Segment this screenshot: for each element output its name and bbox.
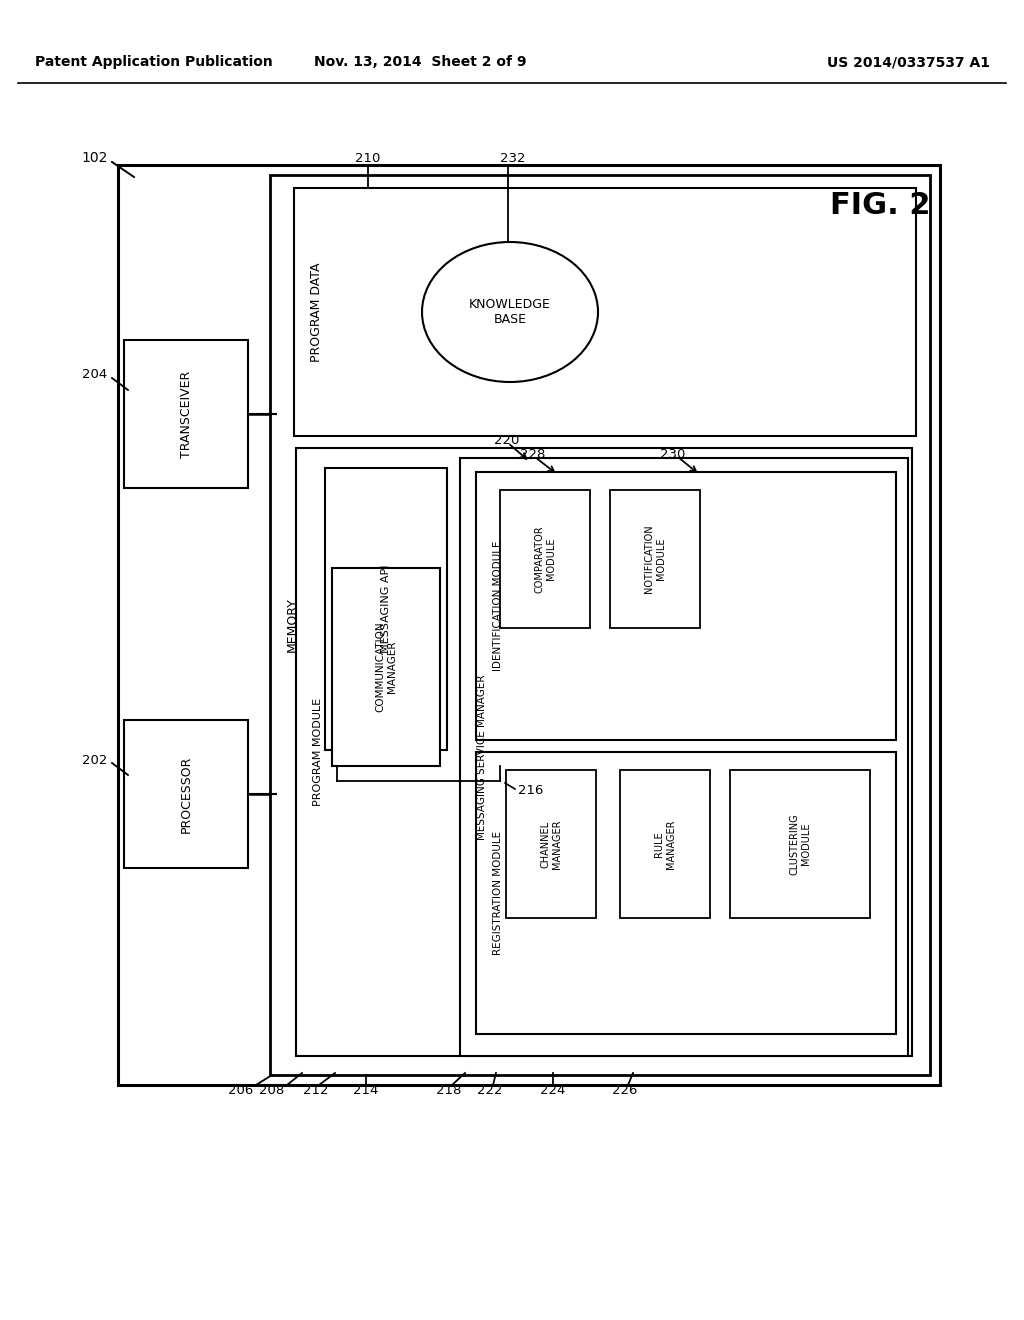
Text: 210: 210 bbox=[355, 152, 381, 165]
Text: 216: 216 bbox=[518, 784, 544, 797]
Text: CLUSTERING
MODULE: CLUSTERING MODULE bbox=[790, 813, 811, 875]
Bar bbox=[500, 490, 590, 628]
Text: 204: 204 bbox=[82, 368, 106, 381]
Text: 222: 222 bbox=[477, 1084, 503, 1097]
Text: PROGRAM MODULE: PROGRAM MODULE bbox=[313, 698, 323, 807]
Text: REGISTRATION MODULE: REGISTRATION MODULE bbox=[493, 830, 503, 956]
Bar bbox=[124, 341, 248, 488]
Text: KNOWLEDGE
BASE: KNOWLEDGE BASE bbox=[469, 298, 551, 326]
Text: 220: 220 bbox=[494, 433, 519, 446]
Text: COMMUNICATION
MANAGER: COMMUNICATION MANAGER bbox=[375, 622, 397, 713]
Text: RULE
MANAGER: RULE MANAGER bbox=[654, 820, 676, 869]
Text: 202: 202 bbox=[82, 754, 106, 767]
Bar bbox=[124, 719, 248, 869]
Bar bbox=[460, 458, 908, 1056]
Text: 212: 212 bbox=[303, 1084, 329, 1097]
Text: 206: 206 bbox=[227, 1084, 253, 1097]
Text: MESSAGING SERVICE MANAGER: MESSAGING SERVICE MANAGER bbox=[477, 675, 487, 840]
Text: COMPARATOR
MODULE: COMPARATOR MODULE bbox=[535, 525, 556, 593]
Text: PROCESSOR: PROCESSOR bbox=[179, 755, 193, 833]
Bar bbox=[296, 447, 912, 1056]
Text: TRANSCEIVER: TRANSCEIVER bbox=[179, 371, 193, 458]
Bar bbox=[118, 165, 940, 1085]
Text: 208: 208 bbox=[259, 1084, 284, 1097]
Text: FIG. 2: FIG. 2 bbox=[829, 190, 930, 219]
Text: 232: 232 bbox=[500, 152, 525, 165]
Bar bbox=[730, 770, 870, 917]
Bar bbox=[620, 770, 710, 917]
Text: 230: 230 bbox=[660, 447, 685, 461]
Text: Patent Application Publication: Patent Application Publication bbox=[35, 55, 272, 69]
Text: Nov. 13, 2014  Sheet 2 of 9: Nov. 13, 2014 Sheet 2 of 9 bbox=[313, 55, 526, 69]
Text: MEMORY: MEMORY bbox=[286, 598, 299, 652]
Text: IDENTIFICATION MODULE: IDENTIFICATION MODULE bbox=[493, 541, 503, 672]
Bar bbox=[332, 568, 440, 766]
Bar bbox=[476, 752, 896, 1034]
Bar bbox=[270, 176, 930, 1074]
Text: 226: 226 bbox=[612, 1084, 638, 1097]
Bar bbox=[325, 469, 447, 750]
Text: 102: 102 bbox=[82, 150, 108, 165]
Text: PROGRAM DATA: PROGRAM DATA bbox=[309, 263, 323, 362]
Ellipse shape bbox=[422, 242, 598, 381]
Bar bbox=[506, 770, 596, 917]
Text: NOTIFICATION
MODULE: NOTIFICATION MODULE bbox=[644, 524, 666, 593]
Text: 214: 214 bbox=[353, 1084, 379, 1097]
Text: 218: 218 bbox=[436, 1084, 462, 1097]
Text: 224: 224 bbox=[541, 1084, 565, 1097]
Text: US 2014/0337537 A1: US 2014/0337537 A1 bbox=[827, 55, 990, 69]
Bar bbox=[476, 473, 896, 741]
Text: MESSAGING API: MESSAGING API bbox=[381, 565, 391, 653]
Bar bbox=[294, 187, 916, 436]
Text: 228: 228 bbox=[520, 447, 546, 461]
Text: CHANNEL
MANAGER: CHANNEL MANAGER bbox=[541, 820, 562, 869]
Bar bbox=[610, 490, 700, 628]
